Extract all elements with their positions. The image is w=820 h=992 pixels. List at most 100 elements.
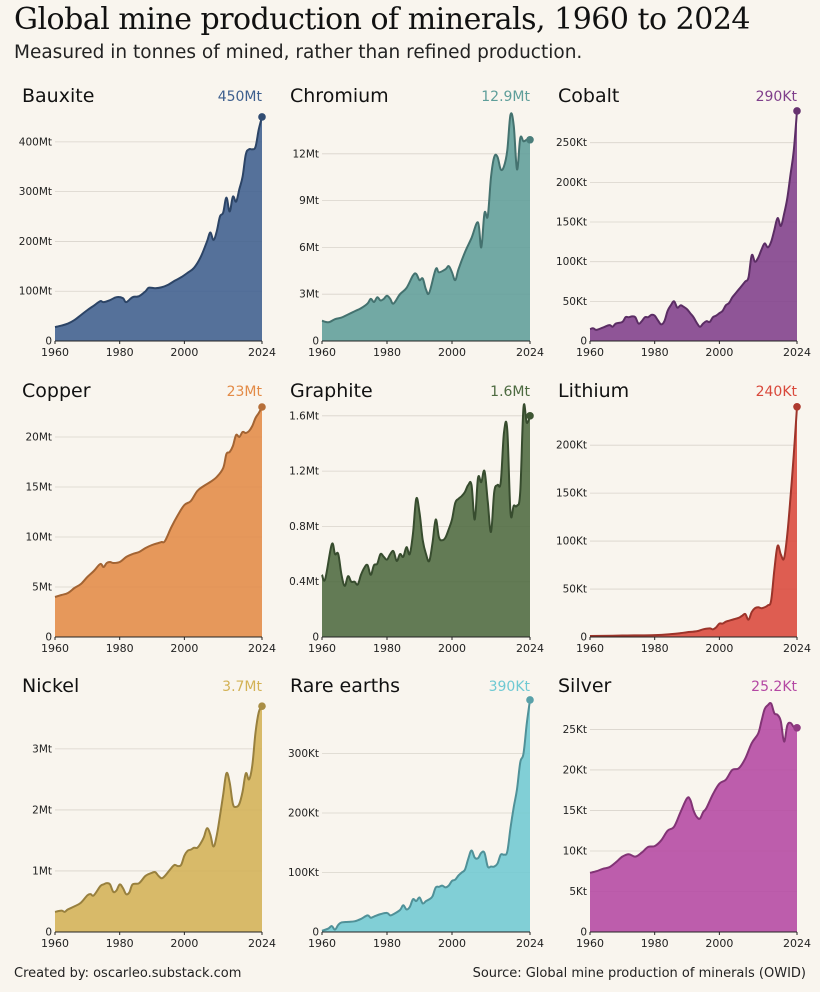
y-tick-label: 1Mt bbox=[32, 865, 52, 877]
series-area-nickel bbox=[55, 706, 262, 932]
series-line-chromium bbox=[321, 112, 531, 324]
x-tick-label: 1980 bbox=[106, 346, 134, 359]
x-tick-label: 2024 bbox=[248, 642, 276, 655]
y-tick-label: 0 bbox=[580, 927, 587, 939]
x-tick-label: 1960 bbox=[308, 642, 336, 655]
y-tick-label: 300Kt bbox=[288, 748, 319, 760]
y-tick-label: 150Kt bbox=[556, 217, 587, 229]
panel-copper: Copper 23Mt 0 5Mt 10Mt 15Mt 20Mt 1960 1980 2000 20… bbox=[22, 380, 276, 655]
y-tick-label: 12Mt bbox=[292, 148, 319, 160]
y-tick-label: 9Mt bbox=[299, 195, 319, 207]
final-value-label: 25.2Kt bbox=[751, 679, 797, 695]
y-tick-label: 1.2Mt bbox=[289, 466, 319, 478]
x-tick-label: 2024 bbox=[783, 346, 811, 359]
y-tick-label: 0 bbox=[580, 336, 587, 348]
x-tick-label: 1960 bbox=[576, 346, 604, 359]
series-line-nickel bbox=[54, 705, 263, 913]
x-tick-label: 1960 bbox=[576, 642, 604, 655]
y-tick-label: 0 bbox=[45, 632, 52, 644]
x-tick-label: 2000 bbox=[438, 937, 466, 950]
y-tick-label: 5Mt bbox=[32, 582, 52, 594]
y-tick-label: 200Kt bbox=[288, 808, 319, 820]
series-area-copper bbox=[55, 407, 262, 637]
series-area-bauxite bbox=[55, 116, 262, 342]
y-tick-label: 6Mt bbox=[299, 242, 319, 254]
panel-lithium: Lithium 240Kt 0 50Kt 100Kt 150Kt 200Kt 1960 1980… bbox=[556, 380, 811, 655]
series-line-bauxite bbox=[54, 116, 263, 329]
y-tick-label: 20Kt bbox=[563, 764, 587, 776]
y-tick-label: 100Mt bbox=[19, 286, 52, 298]
x-tick-label: 1960 bbox=[41, 346, 69, 359]
series-area-graphite bbox=[322, 404, 530, 637]
x-tick-label: 2000 bbox=[170, 346, 198, 359]
x-tick-label: 2024 bbox=[248, 346, 276, 359]
final-value-label: 240Kt bbox=[756, 384, 798, 400]
x-tick-label: 1980 bbox=[373, 642, 401, 655]
x-tick-label: 1960 bbox=[308, 346, 336, 359]
x-tick-label: 1960 bbox=[41, 937, 69, 950]
y-tick-label: 3Mt bbox=[32, 743, 52, 755]
series-area-cobalt bbox=[590, 110, 797, 341]
panel-chromium: Chromium 12.9Mt 0 3Mt 6Mt 9Mt 12Mt 1960 1980 2000… bbox=[290, 85, 544, 359]
end-point-marker bbox=[793, 723, 801, 732]
y-tick-label: 0 bbox=[312, 336, 319, 348]
page-title: Global mine production of minerals, 1960… bbox=[14, 2, 751, 37]
series-line-copper bbox=[54, 406, 263, 598]
y-tick-label: 0 bbox=[45, 336, 52, 348]
x-tick-label: 2000 bbox=[705, 346, 733, 359]
y-tick-label: 100Kt bbox=[288, 867, 319, 879]
y-tick-label: 0 bbox=[312, 632, 319, 644]
panel-title: Lithium bbox=[558, 380, 629, 402]
x-tick-label: 2024 bbox=[783, 642, 811, 655]
y-tick-label: 300Mt bbox=[19, 186, 52, 198]
panel-title: Chromium bbox=[290, 85, 389, 107]
y-tick-label: 2Mt bbox=[32, 804, 52, 816]
panel-title: Copper bbox=[22, 380, 91, 402]
y-tick-label: 15Kt bbox=[563, 805, 587, 817]
x-tick-label: 2000 bbox=[170, 642, 198, 655]
end-point-marker bbox=[258, 403, 266, 411]
end-point-marker bbox=[258, 113, 266, 121]
series-line-silver bbox=[589, 702, 798, 874]
final-value-label: 3.7Mt bbox=[222, 679, 262, 695]
final-value-label: 390Kt bbox=[489, 679, 531, 695]
x-tick-label: 1980 bbox=[373, 937, 401, 950]
y-tick-label: 200Kt bbox=[556, 177, 587, 189]
panel-title: Graphite bbox=[290, 380, 373, 402]
end-point-marker bbox=[258, 702, 266, 710]
x-tick-label: 2000 bbox=[705, 642, 733, 655]
panel-rare-earths: Rare earths 390Kt 0 100Kt 200Kt 300Kt 1960 1980… bbox=[288, 675, 544, 950]
series-area-rare-earths bbox=[322, 699, 530, 932]
y-tick-label: 150Kt bbox=[556, 488, 587, 500]
x-tick-label: 1960 bbox=[576, 937, 604, 950]
panel-title: Cobalt bbox=[558, 85, 619, 107]
final-value-label: 450Mt bbox=[218, 89, 263, 105]
y-tick-label: 0.8Mt bbox=[289, 521, 319, 533]
end-point-marker bbox=[526, 412, 534, 420]
panel-graphite: Graphite 1.6Mt 0 0.4Mt 0.8Mt 1.2Mt 1.6Mt 1960 19… bbox=[289, 380, 544, 655]
x-tick-label: 2024 bbox=[248, 937, 276, 950]
y-tick-label: 0 bbox=[312, 927, 319, 939]
series-line-lithium bbox=[589, 406, 798, 638]
x-tick-label: 1960 bbox=[308, 937, 336, 950]
series-area-silver bbox=[590, 702, 797, 932]
y-tick-label: 50Kt bbox=[563, 296, 587, 308]
x-tick-label: 1960 bbox=[41, 642, 69, 655]
y-tick-label: 1.6Mt bbox=[289, 410, 319, 422]
panel-title: Rare earths bbox=[290, 675, 400, 697]
panel-silver: Silver 25.2Kt 0 5Kt 10Kt 15Kt 20Kt 25Kt 1960 1980… bbox=[558, 675, 811, 950]
x-tick-label: 2000 bbox=[438, 642, 466, 655]
x-tick-label: 2000 bbox=[170, 937, 198, 950]
x-tick-label: 1980 bbox=[641, 642, 669, 655]
y-tick-label: 250Kt bbox=[556, 137, 587, 149]
final-value-label: 12.9Mt bbox=[481, 89, 530, 105]
page-subtitle: Measured in tonnes of mined, rather than… bbox=[14, 42, 583, 63]
final-value-label: 1.6Mt bbox=[490, 384, 530, 400]
y-tick-label: 3Mt bbox=[299, 289, 319, 301]
x-tick-label: 2000 bbox=[438, 346, 466, 359]
end-point-marker bbox=[526, 135, 534, 144]
final-value-label: 23Mt bbox=[227, 384, 263, 400]
y-tick-label: 200Mt bbox=[19, 236, 52, 248]
y-tick-label: 25Kt bbox=[563, 724, 587, 736]
